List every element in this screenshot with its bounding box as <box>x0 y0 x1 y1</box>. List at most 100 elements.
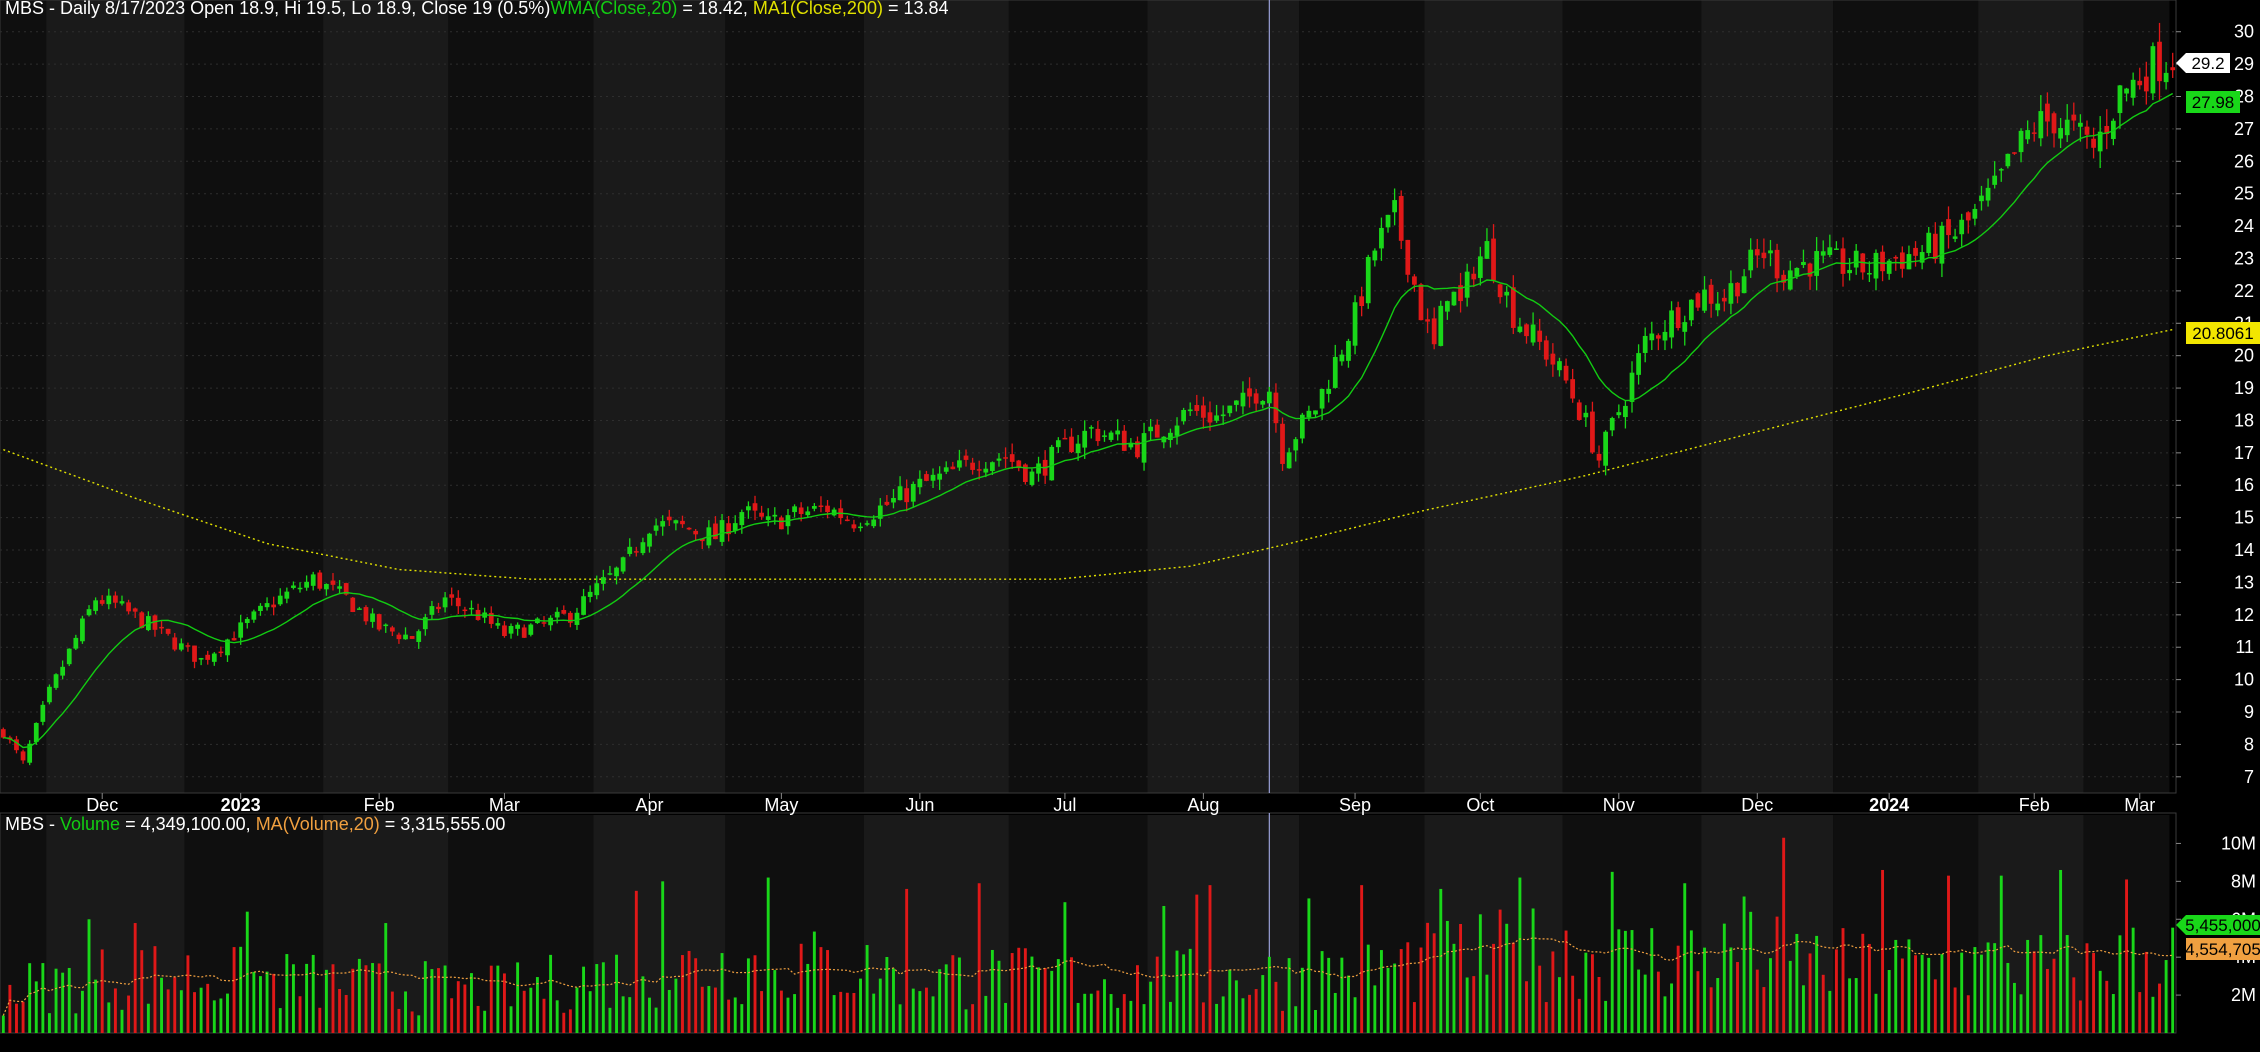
candle-body <box>2012 152 2017 154</box>
candle-body <box>1603 431 1608 466</box>
candle-body <box>587 591 593 597</box>
x-tick-label: Feb <box>2019 795 2050 815</box>
candle-body <box>699 538 705 542</box>
candle-body <box>1537 330 1543 342</box>
candle-body <box>337 586 342 589</box>
candle-body <box>2124 88 2129 94</box>
volume-bar <box>41 963 45 1033</box>
volume-bar <box>2131 927 2135 1033</box>
volume-bar <box>951 955 955 1033</box>
volume-bar <box>1531 908 1535 1033</box>
candle-body <box>192 645 197 662</box>
volume-bar <box>1168 1001 1172 1033</box>
price-gridlines <box>0 31 2176 778</box>
volume-bar <box>1907 939 1911 1033</box>
volume-bar <box>1445 920 1449 1033</box>
candle-body <box>2110 120 2116 139</box>
candle-body <box>1880 251 1885 272</box>
volume-bar <box>2085 943 2089 1033</box>
candle-body <box>633 551 639 553</box>
candle-body <box>53 674 59 688</box>
candle-body <box>225 639 230 656</box>
volume-bar <box>1 1015 5 1033</box>
volume-bar <box>1300 967 1304 1033</box>
volume-bar <box>2105 980 2109 1033</box>
candle-body <box>1939 225 1945 264</box>
volume-bar <box>1656 971 1660 1033</box>
volume-bar <box>1274 981 1278 1033</box>
candle-body <box>416 631 422 642</box>
volume-bar <box>384 923 388 1033</box>
candle-body <box>1965 212 1971 221</box>
candle-body <box>2117 85 2123 114</box>
candle-body <box>1688 299 1694 321</box>
volume-bar <box>2039 935 2043 1033</box>
volume-bar <box>1419 947 1423 1033</box>
candle-body <box>719 520 725 542</box>
volume-bar <box>1043 968 1047 1033</box>
price-y-tick-label: 15 <box>2234 508 2254 528</box>
volume-bar <box>1412 1002 1416 1033</box>
candle-body <box>40 704 46 722</box>
volume-bar <box>1788 960 1792 1033</box>
candle-body <box>231 638 237 641</box>
volume-bar <box>80 990 84 1033</box>
candle-body <box>1563 365 1569 381</box>
candle-body <box>521 627 527 638</box>
candle-body <box>1998 169 2004 171</box>
candle-body <box>1069 436 1074 453</box>
volume-bar <box>1571 975 1575 1033</box>
volume-bar <box>206 983 210 1033</box>
candle-body <box>1458 285 1463 302</box>
candle-body <box>324 583 329 590</box>
volume-header-vol-label: Volume <box>60 814 120 834</box>
volume-bar <box>977 883 981 1033</box>
candle-body <box>805 511 811 516</box>
candle-body <box>1227 405 1233 414</box>
wma-value-tag: 27.98 <box>2186 91 2240 113</box>
volume-bar <box>265 971 269 1033</box>
volume-bar <box>272 973 276 1033</box>
price-y-tick-label: 7 <box>2244 767 2254 787</box>
volume-bar <box>456 981 460 1033</box>
volume-bar <box>1590 954 1594 1033</box>
candle-body <box>60 666 66 676</box>
volume-bar <box>826 950 829 1033</box>
volume-bar <box>430 969 434 1033</box>
month-band <box>1701 0 1834 793</box>
month-band <box>725 0 864 793</box>
volume-bar <box>1478 914 1482 1033</box>
candle-body <box>1385 214 1391 228</box>
volume-bar <box>648 997 651 1033</box>
volume-bar <box>1023 948 1027 1033</box>
candle-body <box>1662 331 1668 341</box>
volume-bar <box>1175 950 1179 1033</box>
volume-bar <box>311 954 315 1033</box>
month-band <box>46 0 185 793</box>
candle-body <box>113 595 118 603</box>
volume-bar <box>489 965 493 1033</box>
candle-body <box>1379 227 1384 249</box>
candle-body <box>910 483 916 502</box>
candle-body <box>2084 126 2090 135</box>
volume-bar <box>410 1011 414 1033</box>
candle-body <box>66 648 72 665</box>
volume-bar <box>15 1003 18 1033</box>
volume-bar <box>911 988 915 1033</box>
volume-bar <box>634 890 638 1033</box>
volume-bar <box>1729 947 1733 1033</box>
volume-bar <box>1610 871 1614 1033</box>
candle-body <box>1609 418 1615 431</box>
volume-bar <box>1874 993 1878 1033</box>
candle-body <box>165 628 171 634</box>
candle-body <box>1781 274 1787 283</box>
candle-body <box>693 530 699 535</box>
volume-bar <box>1887 969 1891 1033</box>
volume-bar <box>2032 951 2036 1033</box>
volume-bar <box>885 956 889 1033</box>
month-band <box>863 0 1009 793</box>
x-tick-label: 2024 <box>1869 795 1909 815</box>
candle-body <box>983 468 989 473</box>
